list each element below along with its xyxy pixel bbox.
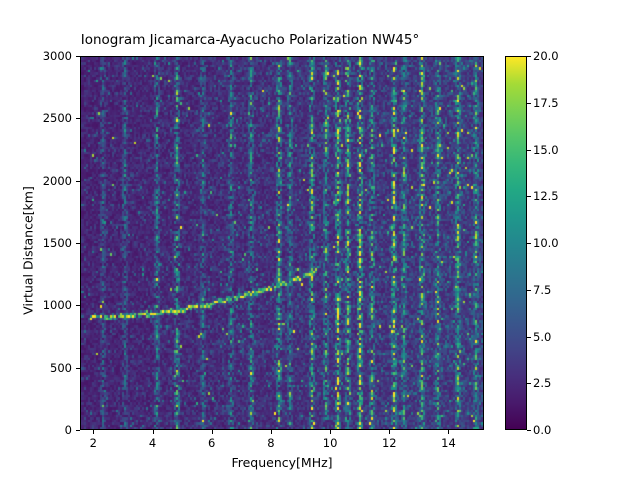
y-tick-label: 1500	[42, 236, 72, 250]
x-tick-mark	[93, 430, 95, 434]
y-tick-label: 0	[64, 423, 72, 437]
colorbar-tick-mark	[527, 56, 531, 57]
colorbar-tick-label: 2.5	[533, 376, 552, 391]
y-tick-label: 500	[50, 360, 72, 375]
colorbar-tick-label: 12.5	[533, 189, 559, 204]
x-tick-label: 8	[267, 436, 275, 450]
colorbar-tick-mark	[527, 149, 531, 151]
colorbar-tick-label: 20.0	[533, 49, 559, 63]
colorbar-tick-label: 7.5	[533, 282, 552, 297]
x-tick-mark	[211, 430, 213, 434]
x-tick-label: 2	[89, 436, 97, 450]
x-tick-mark	[389, 430, 391, 434]
y-tick-mark	[76, 243, 80, 244]
colorbar-tick-mark	[527, 383, 531, 385]
colorbar-tick-label: 10.0	[533, 236, 559, 250]
ionogram-heatmap	[81, 57, 483, 429]
colorbar-tick-mark	[527, 243, 531, 244]
ionogram-plot-area[interactable]	[80, 56, 484, 430]
y-tick-mark	[76, 367, 80, 369]
y-tick-mark	[76, 430, 80, 431]
x-tick-label: 4	[148, 436, 157, 450]
x-axis-label: Frequency[MHz]	[231, 455, 333, 470]
colorbar-tick-label: 15.0	[533, 142, 559, 157]
x-tick-label: 6	[208, 436, 216, 450]
y-tick-mark	[76, 118, 80, 120]
x-tick-label: 10	[322, 436, 338, 450]
y-tick-mark	[76, 305, 80, 307]
y-tick-label: 2500	[42, 111, 72, 126]
colorbar-tick-label: 0.0	[533, 423, 552, 437]
y-tick-label: 3000	[42, 49, 72, 63]
colorbar-tick-label: 17.5	[533, 95, 559, 110]
y-tick-mark	[76, 56, 80, 57]
x-tick-mark	[330, 430, 332, 434]
colorbar[interactable]	[505, 56, 527, 430]
x-tick-mark	[448, 430, 450, 434]
colorbar-tick-mark	[527, 336, 531, 338]
colorbar-tick-mark	[527, 289, 531, 291]
colorbar-tick-label: 5.0	[533, 329, 552, 344]
y-axis-label: Virtual Distance[km]	[20, 186, 36, 315]
x-tick-mark	[270, 430, 272, 434]
x-tick-label: 12	[381, 436, 397, 450]
y-tick-label: 2000	[42, 173, 72, 188]
y-tick-mark	[76, 180, 80, 182]
colorbar-tick-mark	[527, 196, 531, 198]
colorbar-tick-mark	[527, 430, 531, 431]
page-title: Ionogram Jicamarca-Ayacucho Polarization…	[0, 16, 500, 96]
x-tick-mark	[152, 430, 154, 434]
x-tick-label: 14	[441, 436, 456, 450]
y-tick-label: 1000	[42, 298, 72, 313]
title-line-1: Ionogram Jicamarca-Ayacucho Polarization…	[80, 32, 420, 48]
colorbar-tick-mark	[527, 102, 531, 104]
